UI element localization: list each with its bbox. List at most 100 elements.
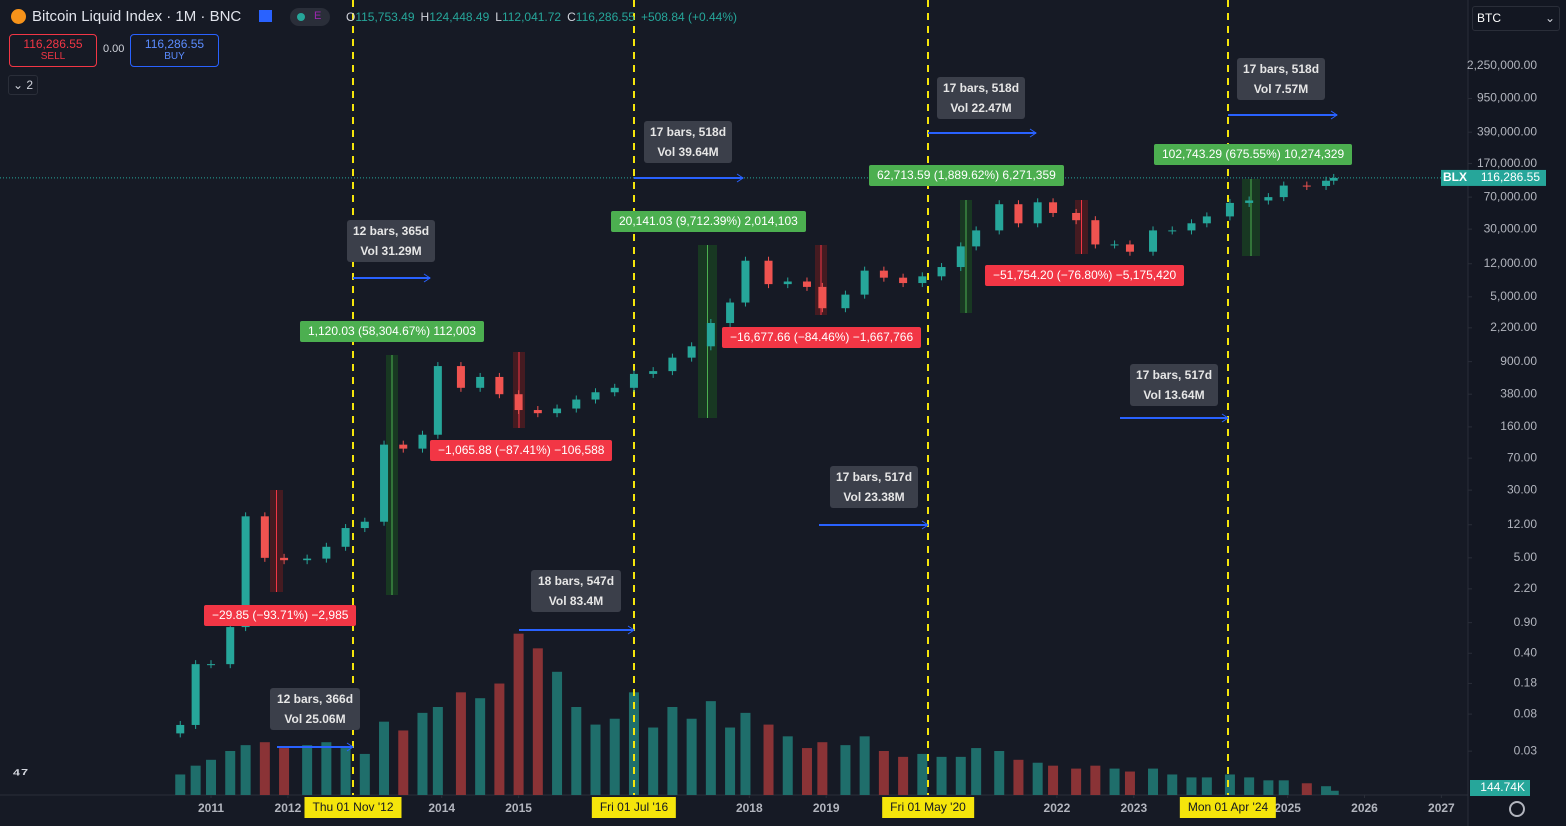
indicators-toggle[interactable]: ⌄ 2 [8,75,38,95]
ohlc-key: L [495,10,502,24]
price-axis-panel [1468,0,1566,826]
volume-bar [455,692,466,795]
candle [1202,216,1211,224]
volume-bar [175,774,186,795]
volume-bar [994,751,1005,795]
volume-bar [1328,790,1339,795]
volume-bar [1278,780,1289,795]
volume-bar [240,745,251,795]
price-range-label: −51,754.20 (−76.80%) −5,175,420 [985,265,1185,286]
volume-bar [725,727,736,795]
candle [303,558,312,561]
candle [360,521,369,529]
volume-bar [259,742,270,795]
status-pill[interactable]: E [290,8,330,26]
candle [1245,200,1254,203]
price-range-label: 102,743.29 (675.55%) 10,274,329 [1154,144,1353,165]
volume-bar [1124,771,1135,795]
flag-icon[interactable] [259,10,272,22]
date-range-head [1029,128,1037,138]
volume-bar [225,751,236,795]
volume-bar [302,745,313,795]
spread: 0.00 [103,43,125,55]
y-tick-label: 5.00 [1514,550,1538,564]
volume-bar [971,748,982,795]
candle [937,267,946,277]
symbol: BTC [1477,11,1501,25]
sell-button[interactable]: 116,286.55 SELL [9,34,97,67]
volume-bar [1071,768,1082,795]
logo [11,9,26,24]
volume-bar [398,730,409,795]
date-range-bars: 17 bars, 517d [835,470,913,484]
candle [668,357,677,372]
title: Bitcoin Liquid Index · 1M · BNC [32,8,242,25]
date-range-vol: Vol 23.38M [843,490,905,504]
volume-bar [917,753,928,795]
candle [1091,220,1100,245]
volume-bar [801,748,812,795]
date-range-head [1330,110,1338,120]
candle [226,627,235,665]
candle [399,444,408,449]
y-tick-label: 2,250,000.00 [1467,58,1537,72]
volume-bar [1301,783,1312,795]
date-range-head [921,520,929,530]
date-range-head [423,273,431,283]
candle [1014,204,1023,224]
candle [1264,197,1273,201]
buy-button[interactable]: 116,286.55 BUY [130,34,219,67]
candle [591,392,600,400]
volume-bar [1032,762,1043,795]
y-tick-label: 30,000.00 [1484,221,1538,235]
volume-bar [571,707,582,795]
candle [260,516,269,558]
volume-bar [552,671,563,795]
y-tick-label: 170,000.00 [1477,156,1537,170]
date-range-box: 17 bars, 518d Vol 22.47M [937,77,1025,119]
y-tick-label: 390,000.00 [1477,124,1537,138]
candle [1329,177,1338,181]
volume-bar [494,683,505,795]
date-range-vol: Vol 39.64M [657,145,719,159]
volume-bar [955,756,966,795]
candle [176,724,185,734]
volume-bar [190,765,201,795]
symbol-select[interactable]: BTC ⌄ [1472,6,1560,31]
date-marker-label: Mon 01 Apr '24 [1179,797,1277,818]
volume-bar [379,721,390,795]
candle [1187,223,1196,231]
volume-bar [532,648,543,795]
price-tag-symbol: BLX [1443,170,1467,184]
x-tick-label: 2015 [505,801,532,815]
y-tick-label: 0.18 [1514,676,1538,690]
candle [860,270,869,295]
price-range-label: −16,677.66 (−84.46%) −1,667,766 [722,327,922,348]
date-range-vol: Vol 31.29M [360,244,422,258]
ohlc-value: 124,448.49 [429,10,490,24]
date-range-vol: Vol 7.57M [1253,82,1309,96]
volume-tag-bg [1470,780,1530,796]
y-tick-label: 0.03 [1514,743,1538,757]
candle [1302,185,1311,187]
date-range-head [736,173,744,183]
volume-bar [590,724,601,795]
settings-icon[interactable] [1509,801,1525,817]
date-range-box: 17 bars, 517d Vol 13.64M [1130,364,1218,406]
date-range-vol: Vol 25.06M [284,712,346,726]
candle [1168,230,1177,232]
x-tick-label: 2019 [813,801,840,815]
candle [783,281,792,285]
date-marker-label: Thu 01 Nov '12 [304,797,402,818]
volume-bar [763,724,774,795]
date-marker-label: Fri 01 May '20 [882,797,974,818]
volume-bar [321,742,332,795]
candle [241,516,250,628]
y-tick-label: 900.00 [1500,354,1537,368]
candle [629,373,638,388]
ohlc-value: 112,041.72 [501,10,562,24]
candle [191,664,200,725]
y-tick-label: 0.90 [1514,615,1538,629]
volume-bar [340,748,351,795]
